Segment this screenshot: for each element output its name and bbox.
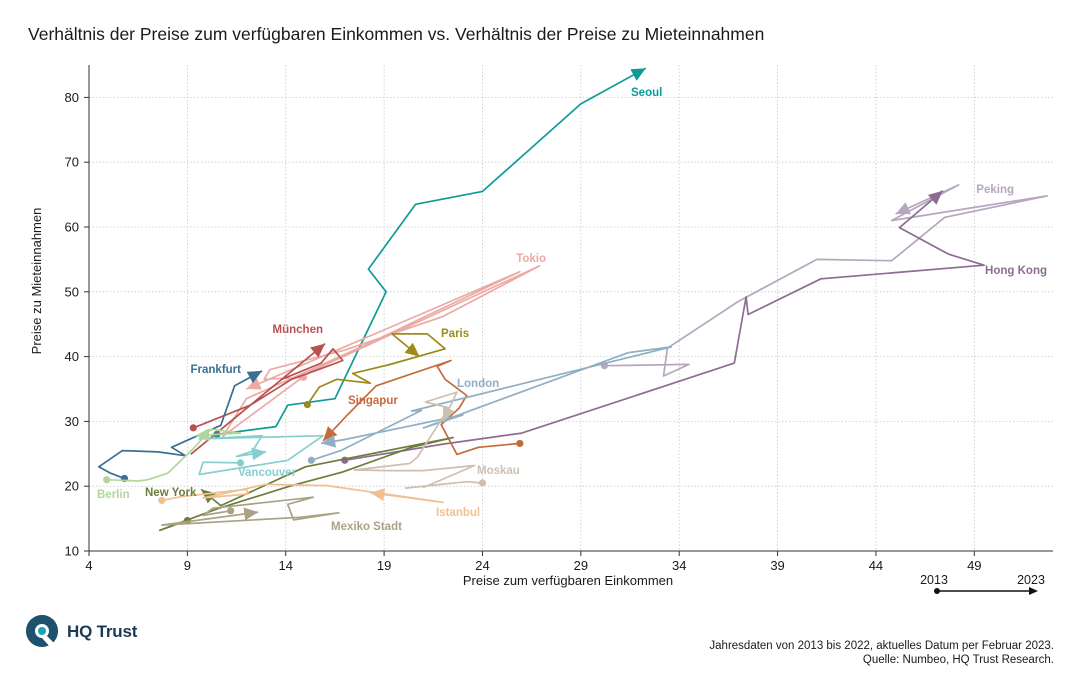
series-arrowhead-muenchen — [310, 343, 326, 358]
series-arrowhead-vancouver — [251, 447, 267, 461]
y-tick-label: 30 — [65, 414, 79, 429]
series-path-hong-kong — [344, 190, 985, 462]
series-label-new-york: New York — [145, 487, 197, 499]
hq-trust-logo-icon — [26, 615, 58, 648]
series-arrowhead-mexiko-stadt — [243, 507, 259, 521]
series-start-dot-paris — [303, 400, 311, 409]
series-start-dot-istanbul — [158, 496, 166, 505]
hq-trust-logo: HQ Trust — [25, 614, 185, 650]
series-arrowhead-paris — [404, 342, 420, 357]
series-label-frankfurt: Frankfurt — [191, 364, 242, 376]
footnote: Jahresdaten von 2013 bis 2022, aktuelles… — [709, 639, 1054, 667]
time-legend: 2013 2023 — [920, 573, 1045, 595]
series-start-dot-moskau — [478, 479, 487, 487]
series-arrowhead-peking — [895, 202, 911, 215]
series-label-mexiko-stadt: Mexiko Stadt — [331, 521, 402, 533]
series-arrowhead-tokio — [246, 377, 262, 390]
series-start-dot-london — [307, 456, 315, 464]
x-tick-label: 24 — [475, 558, 489, 573]
y-tick-label: 50 — [65, 284, 79, 299]
series-arrowhead-moskau — [443, 406, 455, 422]
series-path-seoul — [216, 67, 647, 436]
series-path-paris — [306, 333, 446, 406]
series-start-dot-mexiko-stadt — [227, 507, 235, 515]
series-arrowhead-istanbul — [370, 488, 386, 501]
series-start-dot-vancouver — [236, 459, 245, 467]
series-label-vancouver: Vancouver — [238, 467, 297, 479]
time-legend-start-dot — [934, 588, 940, 594]
series-label-seoul: Seoul — [631, 87, 662, 99]
series-path-peking — [604, 184, 1048, 377]
series-path-moskau — [353, 391, 483, 489]
time-legend-start: 2013 — [920, 573, 948, 587]
series-label-singapur: Singapur — [348, 395, 398, 407]
series-path-tokio — [221, 265, 541, 438]
series-label-london: London — [457, 378, 499, 390]
x-tick-label: 14 — [279, 558, 293, 573]
series-arrowhead-london — [321, 434, 336, 448]
series-start-dot-singapur — [516, 439, 524, 448]
x-tick-label: 19 — [377, 558, 391, 573]
series-path-london — [311, 346, 673, 462]
series-start-dot-muenchen — [189, 424, 197, 432]
series-arrowhead-berlin — [195, 428, 210, 442]
series-arrowhead-singapur — [323, 426, 338, 441]
grid-lines — [88, 65, 1053, 552]
series-label-muenchen: München — [273, 324, 323, 336]
series-paths — [97, 67, 1048, 532]
y-tick-label: 70 — [65, 155, 79, 170]
y-tick-label: 60 — [65, 220, 79, 235]
x-tick-label: 9 — [184, 558, 191, 573]
series-start-dot-berlin — [103, 476, 111, 484]
y-tick-label: 80 — [65, 90, 79, 105]
x-tick-label: 34 — [672, 558, 686, 573]
series-path-istanbul — [161, 483, 444, 504]
series-path-frankfurt — [97, 370, 263, 480]
series-path-singapur — [322, 359, 520, 456]
x-tick-label: 39 — [770, 558, 784, 573]
x-tick-label: 44 — [869, 558, 883, 573]
series-labels: Seoul Peking Hong Kong Tokio München Frankfur… — [97, 87, 1047, 533]
chart-title: Verhältnis der Preise zum verfügbaren Ei… — [28, 24, 765, 44]
series-label-berlin: Berlin — [97, 489, 130, 501]
footnote-line-1: Jahresdaten von 2013 bis 2022, aktuelles… — [709, 640, 1054, 652]
series-path-muenchen — [190, 342, 344, 455]
series-arrowhead-frankfurt — [246, 370, 263, 384]
x-axis-label: Preise zum verfügbaren Einkommen — [463, 573, 673, 588]
y-tick-label: 20 — [65, 479, 79, 494]
logo-text: HQ Trust — [67, 622, 138, 641]
series-path-mexiko-stadt — [160, 496, 340, 526]
series-label-peking: Peking — [976, 184, 1014, 196]
series-arrowhead-hong-kong — [928, 190, 943, 205]
series-arrowhead-seoul — [630, 68, 646, 81]
series-label-hong-kong: Hong Kong — [985, 265, 1047, 277]
series-label-moskau: Moskau — [477, 465, 520, 477]
series-path-vancouver — [198, 434, 324, 476]
x-tick-label: 49 — [967, 558, 981, 573]
series-label-istanbul: Istanbul — [436, 507, 480, 519]
y-tick-label: 40 — [65, 349, 79, 364]
time-legend-end: 2023 — [1017, 573, 1045, 587]
series-label-paris: Paris — [441, 328, 469, 340]
x-tick-label: 29 — [574, 558, 588, 573]
x-tick-label: 4 — [85, 558, 92, 573]
y-tick-label: 10 — [65, 544, 79, 559]
series-label-tokio: Tokio — [516, 253, 546, 265]
footnote-line-2: Quelle: Numbeo, HQ Trust Research. — [862, 654, 1054, 666]
y-axis-label: Preise zu Mieteinnahmen — [29, 208, 44, 355]
series-path-berlin — [106, 428, 242, 482]
time-legend-arrowhead-icon — [1029, 587, 1038, 595]
